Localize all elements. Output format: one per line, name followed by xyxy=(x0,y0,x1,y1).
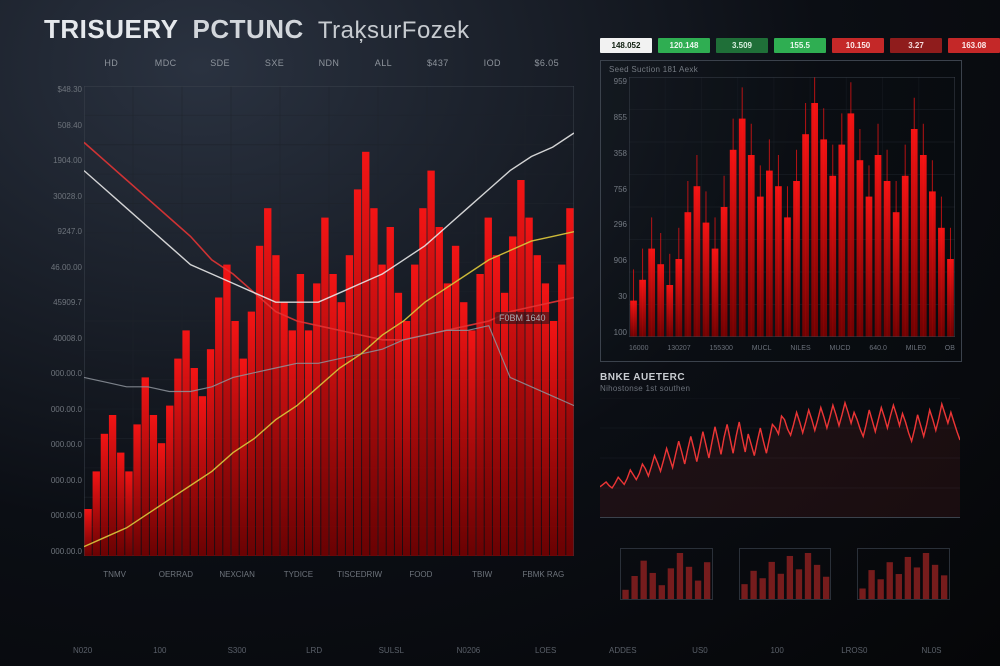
axis-tick-label: 640.0 xyxy=(869,345,887,359)
axis-tick-label: MDC xyxy=(138,58,192,86)
axis-tick-label: TBIW xyxy=(452,570,513,588)
axis-tick-label: 000.00.0 xyxy=(42,406,82,414)
page-title: TRISUERY PCTUNC TraķsurFozek xyxy=(44,14,470,45)
title-seg-3: TraķsurFozek xyxy=(318,17,470,45)
axis-tick-label: 100 xyxy=(739,646,816,660)
main-chart-panel: HDMDCSDESXENDNALL$437IOD$6.05 $48.30 508.… xyxy=(44,58,574,608)
right-chart-y-axis: 959 855 358 756 296 906 30 100 xyxy=(603,77,627,337)
axis-tick-label: 1904.00 xyxy=(42,157,82,165)
main-chart-top-axis: HDMDCSDESXENDNALL$437IOD$6.05 xyxy=(84,58,574,86)
status-chip[interactable]: 148.052 xyxy=(600,38,652,53)
right-chart-x-axis: 16000 130207 155300 MUCL NILES MUCD 640.0 MILE0… xyxy=(629,345,955,359)
axis-tick-label: NILES xyxy=(790,345,810,359)
status-chip[interactable]: 3.509 xyxy=(716,38,768,53)
axis-tick-label: ALL xyxy=(356,58,410,86)
axis-tick-label: LROS0 xyxy=(816,646,893,660)
dashboard-stage: TRISUERY PCTUNC TraķsurFozek 148.052 120.… xyxy=(0,0,1000,666)
axis-tick-label: ADDES xyxy=(584,646,661,660)
axis-tick-label: 40008.0 xyxy=(42,335,82,343)
main-chart-tag: F0BM 1640 xyxy=(495,312,550,324)
status-chip[interactable]: 163.08 xyxy=(948,38,1000,53)
axis-tick-label: 296 xyxy=(603,220,627,229)
mini-bar-chart[interactable] xyxy=(857,548,950,600)
axis-tick-label: OB xyxy=(945,345,955,359)
axis-tick-label: 100 xyxy=(121,646,198,660)
axis-tick-label: 000.00.0 xyxy=(42,370,82,378)
axis-tick-label: HD xyxy=(84,58,138,86)
axis-tick-label: 508.40 xyxy=(42,122,82,130)
axis-tick-label: $6.05 xyxy=(520,58,574,86)
axis-tick-label: TNMV xyxy=(84,570,145,588)
axis-tick-label: LOES xyxy=(507,646,584,660)
axis-tick-label: 30028.0 xyxy=(42,193,82,201)
axis-tick-label: 130207 xyxy=(667,345,690,359)
mini-bar-row xyxy=(620,548,950,600)
axis-tick-label: N020 xyxy=(44,646,121,660)
axis-tick-label: IOD xyxy=(465,58,519,86)
right-chart[interactable] xyxy=(629,77,955,337)
axis-tick-label: 906 xyxy=(603,256,627,265)
axis-tick-label: SDE xyxy=(193,58,247,86)
axis-tick-label: MUCD xyxy=(829,345,850,359)
axis-tick-label: 45909.7 xyxy=(42,299,82,307)
axis-tick-label: 9247.0 xyxy=(42,228,82,236)
main-chart-y-axis: $48.30 508.40 1904.00 30028.0 9247.0 46.00.00… xyxy=(42,86,82,556)
axis-tick-label: MILE0 xyxy=(906,345,926,359)
axis-tick-label: $437 xyxy=(411,58,465,86)
axis-tick-label: FBMK RAG xyxy=(513,570,574,588)
mini-bar-chart[interactable] xyxy=(739,548,832,600)
axis-tick-label: 46.00.00 xyxy=(42,264,82,272)
axis-tick-label: NL0S xyxy=(893,646,970,660)
br-chart-title: BNKE AUETERC xyxy=(600,372,960,383)
axis-tick-label: N0206 xyxy=(430,646,507,660)
axis-tick-label: NDN xyxy=(302,58,356,86)
axis-tick-label: FOOD xyxy=(390,570,451,588)
status-chip[interactable]: 155.5 xyxy=(774,38,826,53)
axis-tick-label: SULSL xyxy=(353,646,430,660)
axis-tick-label: MUCL xyxy=(752,345,772,359)
axis-tick-label: LRD xyxy=(276,646,353,660)
axis-tick-label: TYDICE xyxy=(268,570,329,588)
axis-tick-label: 000.00.0 xyxy=(42,477,82,485)
status-chip[interactable]: 10.150 xyxy=(832,38,884,53)
axis-tick-label: 756 xyxy=(603,185,627,194)
main-chart-bottom-axis: TNMVOERRADNEXCIANTYDICETISCEDRIWFOODTBIW… xyxy=(84,570,574,588)
mini-bar-chart[interactable] xyxy=(620,548,713,600)
right-chart-subtitle: Seed Suction 181 Aexk xyxy=(609,65,698,74)
axis-tick-label: 000.00.0 xyxy=(42,548,82,556)
axis-tick-label: 30 xyxy=(603,292,627,301)
axis-tick-label: 000.00.0 xyxy=(42,441,82,449)
axis-tick-label: $48.30 xyxy=(42,86,82,94)
axis-tick-label: 000.00.0 xyxy=(42,512,82,520)
axis-tick-label: 855 xyxy=(603,113,627,122)
axis-tick-label: S300 xyxy=(198,646,275,660)
br-chart-subtitle: Nihostonse 1st southen xyxy=(600,384,960,393)
axis-tick-label: SXE xyxy=(247,58,301,86)
right-chart-panel: Seed Suction 181 Aexk 959 855 358 756 296 906… xyxy=(600,60,962,362)
axis-tick-label: 16000 xyxy=(629,345,648,359)
axis-tick-label: 358 xyxy=(603,149,627,158)
status-chip-row: 148.052 120.148 3.509 155.5 10.150 3.27 163.08 xyxy=(600,38,1000,53)
status-chip[interactable]: 120.148 xyxy=(658,38,710,53)
global-bottom-ticks: N020100S300LRDSULSLN0206LOESADDESUS0100L… xyxy=(44,646,970,660)
axis-tick-label: 959 xyxy=(603,77,627,86)
axis-tick-label: NEXCIAN xyxy=(207,570,268,588)
axis-tick-label: TISCEDRIW xyxy=(329,570,390,588)
axis-tick-label: US0 xyxy=(661,646,738,660)
title-seg-1: TRISUERY xyxy=(44,14,179,45)
br-chart[interactable] xyxy=(600,398,960,518)
axis-tick-label: OERRAD xyxy=(145,570,206,588)
status-chip[interactable]: 3.27 xyxy=(890,38,942,53)
title-seg-2: PCTUNC xyxy=(193,14,304,45)
axis-tick-label: 100 xyxy=(603,328,627,337)
axis-tick-label: 155300 xyxy=(710,345,733,359)
bottom-right-panel: BNKE AUETERC Nihostonse 1st southen xyxy=(600,372,960,532)
